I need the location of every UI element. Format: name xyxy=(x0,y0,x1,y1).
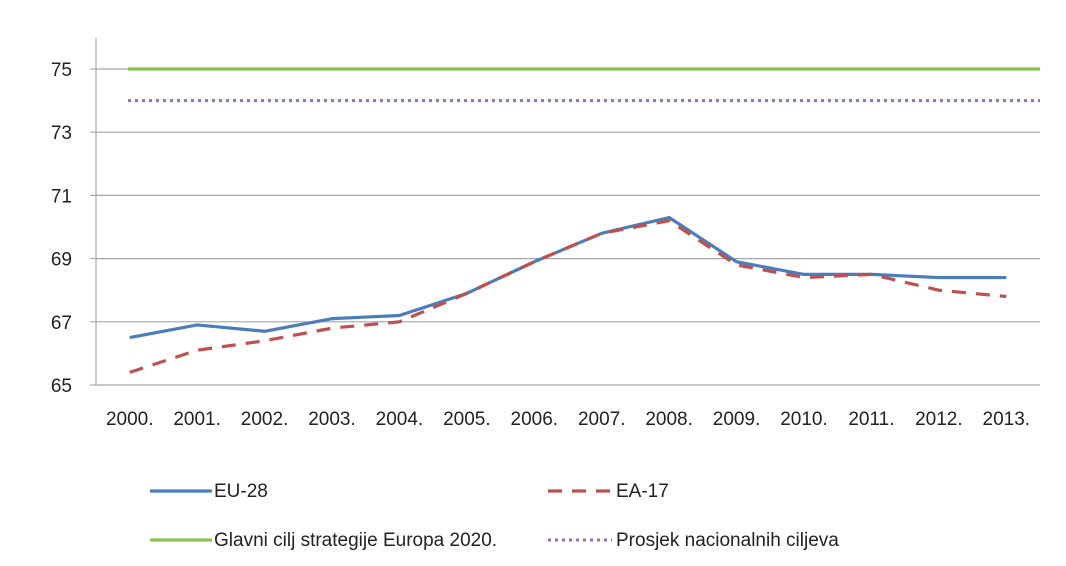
x-tick-label: 2005. xyxy=(443,409,491,430)
x-tick-label: 2002. xyxy=(241,409,289,430)
x-tick-label: 2000. xyxy=(106,409,154,430)
legend-label: EA-17 xyxy=(616,481,669,502)
series-line xyxy=(129,215,1007,340)
y-tick-label: 71 xyxy=(51,186,72,207)
gridlines xyxy=(90,68,1040,386)
legend-label: Prosjek nacionalnih ciljeva xyxy=(616,530,839,551)
x-tick-label: 2010. xyxy=(780,409,828,430)
legend-label: EU-28 xyxy=(214,481,268,502)
legend: EU-28 EA-17 Glavni cilj strategije Europa … xyxy=(150,481,839,551)
x-tick-label: 2013. xyxy=(983,409,1031,430)
y-tick-label: 65 xyxy=(51,376,72,397)
y-tick-label: 75 xyxy=(51,60,72,81)
x-tick-label: 2009. xyxy=(713,409,761,430)
x-tick-label: 2011. xyxy=(848,409,894,430)
series-line xyxy=(129,219,1007,374)
legend-label: Glavni cilj strategije Europa 2020. xyxy=(214,530,497,551)
x-tick-label: 2001. xyxy=(173,409,221,430)
y-tick-label: 73 xyxy=(51,123,72,144)
y-tick-label: 67 xyxy=(51,313,72,334)
x-tick-label: 2004. xyxy=(376,409,424,430)
x-tick-label: 2003. xyxy=(308,409,356,430)
series-lines xyxy=(128,67,1040,374)
x-tick-labels: 2000. 2001. 2002. 2003. 2004. 2005. 2006. 2007.… xyxy=(106,409,1030,430)
x-tick-label: 2012. xyxy=(915,409,963,430)
x-tick-label: 2008. xyxy=(645,409,693,430)
y-tick-label: 69 xyxy=(51,250,72,271)
x-tick-label: 2007. xyxy=(578,409,626,430)
y-tick-labels: 65 67 69 71 73 75 xyxy=(51,60,72,397)
x-tick-label: 2006. xyxy=(511,409,559,430)
